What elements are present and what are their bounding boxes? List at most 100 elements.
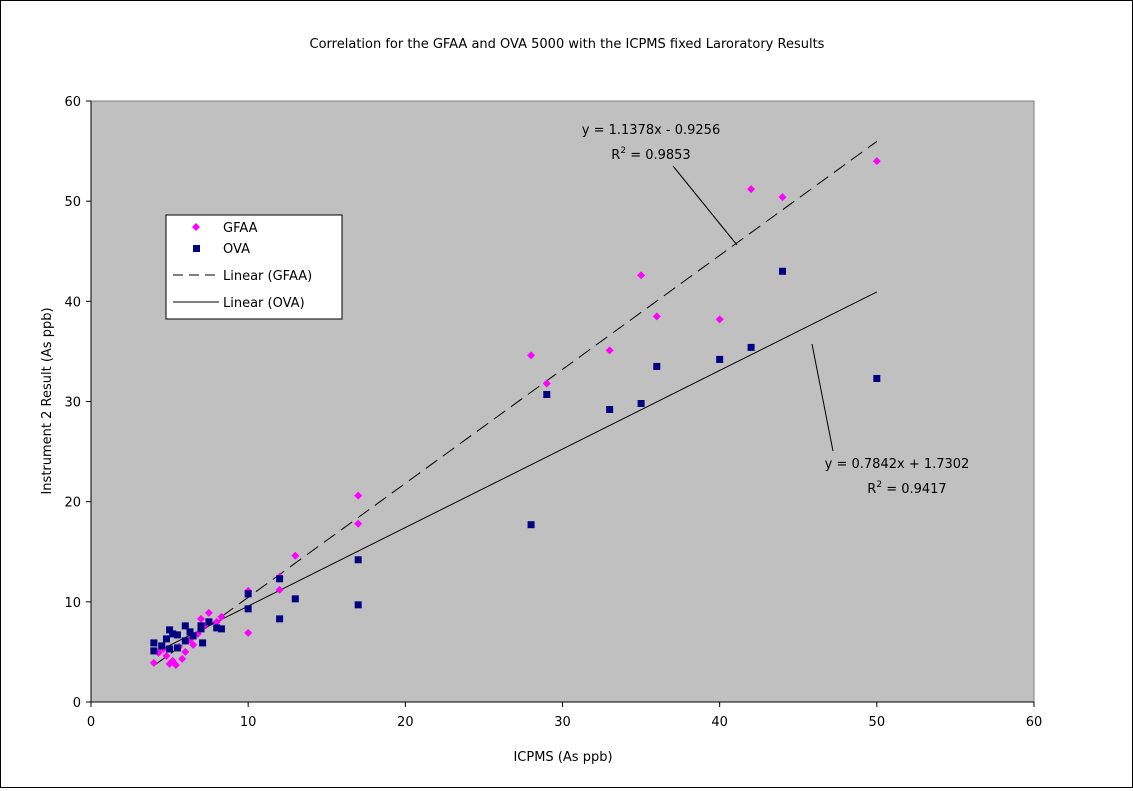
gfaa-point [872,157,881,166]
ova-trendline [153,291,878,654]
gfaa-point [605,346,614,355]
ova-point [244,590,252,598]
gfaa-point [212,617,221,626]
y-tick-label: 20 [64,496,81,511]
legend-ova-marker [193,245,200,252]
gfaa-point [217,612,226,621]
ova-point [150,639,158,647]
gfaa-point [181,647,190,656]
ova-point [354,601,362,609]
legend-item-gfaa: GFAA [192,221,258,236]
gfaa-annotation-leader [672,165,738,246]
ova-r2-label: R2 = 0.9417 [867,480,946,497]
legend: GFAA OVA Linear (GFAA) Linear (OVA) [165,214,343,320]
gfaa-point [778,193,787,202]
ova-point [186,628,194,636]
gfaa-point [162,651,171,660]
ova-point [543,390,551,398]
ova-point [173,631,181,639]
legend-linear-gfaa-label: Linear (GFAA) [223,269,312,284]
gfaa-r2-label: R2 = 0.9853 [611,146,690,163]
y-axis-title: Instrument 2 Result (As ppb) [40,307,55,494]
ova-point [166,645,174,653]
gfaa-equation-label: y = 1.1378x - 0.9256 [582,123,720,138]
ova-point [276,615,284,623]
trend-lines [153,141,878,667]
axes: 0 10 20 30 40 50 60 0 10 20 30 40 50 60 [64,95,1042,730]
ova-point [181,637,189,645]
gfaa-point [652,312,661,321]
gfaa-point [204,608,213,617]
ova-point [276,575,284,583]
gfaa-point [189,640,198,649]
ova-point [653,362,661,370]
gfaa-point [715,315,724,324]
gfaa-point [291,551,300,560]
y-tick-label: 0 [73,696,81,711]
data-points [149,157,881,669]
legend-gfaa-marker [192,223,200,231]
y-tick-label: 10 [64,596,81,611]
gfaa-point [178,654,187,663]
gfaa-point [542,379,551,388]
chart-title: Correlation for the GFAA and OVA 5000 wi… [310,37,825,52]
y-tick-label: 60 [64,95,81,110]
legend-item-linear-ova: Linear (OVA) [173,296,305,311]
gfaa-point [244,628,253,637]
ova-point [173,644,181,652]
ova-point [354,556,362,564]
gfaa-point [747,185,756,194]
gfaa-point [171,660,180,669]
y-tick-label: 40 [64,295,81,310]
ova-point [779,267,787,275]
gfaa-point [197,614,206,623]
ova-point [158,642,166,650]
ova-point [169,630,177,638]
ova-point [166,626,174,634]
gfaa-trendline [153,141,878,667]
x-tick-label: 20 [397,715,414,730]
legend-ova-label: OVA [223,242,250,257]
x-axis-title: ICPMS (As ppb) [513,750,612,765]
gfaa-point [275,585,284,594]
x-tick-label: 0 [87,715,95,730]
gfaa-point [637,271,646,280]
legend-linear-ova-label: Linear (OVA) [223,296,305,311]
ova-point [197,622,205,630]
x-tick-label: 50 [869,715,886,730]
ova-point [181,622,189,630]
y-tick-label: 50 [64,195,81,210]
x-tick-label: 60 [1026,715,1043,730]
ova-point [244,605,252,613]
ova-point [637,400,645,408]
ova-equation-label: y = 0.7842x + 1.7302 [825,457,970,472]
x-tick-label: 30 [554,715,571,730]
ova-point [150,647,158,655]
gfaa-point [149,658,158,667]
y-tick-label: 30 [64,396,81,411]
ova-point [162,635,170,643]
plot-area [90,100,1035,703]
ova-annotation-leader [811,343,834,452]
ova-point [291,595,299,603]
ova-point [606,406,614,414]
x-tick-label: 40 [711,715,728,730]
ova-point [205,618,213,626]
ova-point [199,639,207,647]
legend-item-ova: OVA [193,242,250,257]
gfaa-point [354,519,363,528]
ova-point [527,521,535,529]
ova-point [873,374,881,382]
ova-point [217,625,225,633]
ova-point [747,343,755,351]
ova-point [213,624,221,632]
ova-point [716,355,724,363]
legend-item-linear-gfaa: Linear (GFAA) [173,269,312,284]
gfaa-point [354,491,363,500]
ova-point [189,632,197,640]
legend-gfaa-label: GFAA [223,221,258,236]
x-tick-label: 10 [240,715,257,730]
gfaa-point [527,351,536,360]
